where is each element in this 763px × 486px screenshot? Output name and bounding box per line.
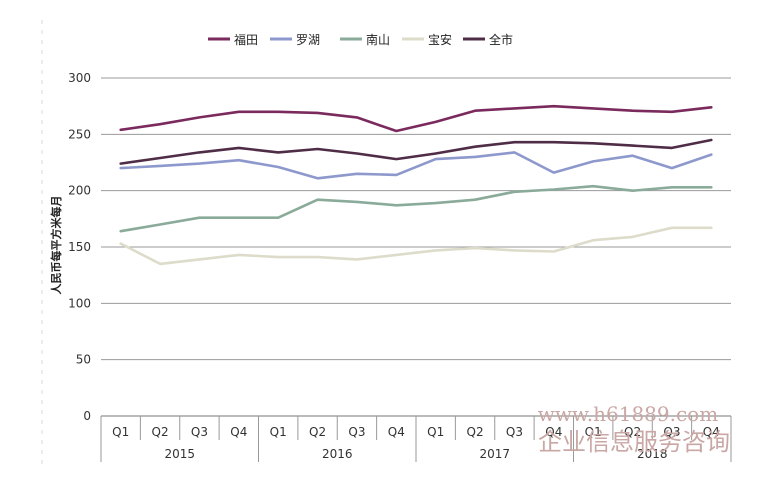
y-tick-label: 50 — [76, 353, 91, 367]
y-tick-label: 250 — [68, 127, 91, 141]
x-tick-label: Q2 — [467, 425, 484, 439]
series-line-全市 — [119, 138, 713, 165]
x-tick-label: Q1 — [585, 425, 602, 439]
x-tick-label: Q2 — [152, 425, 169, 439]
series-line-福田 — [119, 104, 713, 133]
x-tick-label: Q1 — [270, 425, 287, 439]
legend-label: 宝安 — [428, 32, 452, 47]
y-tick-label: 200 — [68, 184, 91, 198]
x-year-label: 2016 — [322, 447, 353, 461]
x-tick-label: Q4 — [703, 425, 720, 439]
x-tick-label: Q3 — [348, 425, 365, 439]
y-tick-label: 150 — [68, 240, 91, 254]
legend-label: 福田 — [234, 32, 258, 47]
y-axis-label: 人民币每平方米每月 — [49, 196, 63, 295]
series-line-南山 — [119, 184, 713, 233]
y-axis-ticks: 0 50 100 150 200 250 300 — [68, 71, 91, 423]
x-axis: Q1 Q2 Q3 Q4 Q1 Q2 Q3 Q4 Q1 Q2 Q3 Q4 Q1 Q2 Q3 Q4 2015 2016… — [100, 415, 732, 462]
y-tick-label: 300 — [68, 71, 91, 85]
x-tick-label: Q1 — [427, 425, 444, 439]
series-lines — [119, 104, 713, 266]
y-tick-label: 0 — [83, 409, 91, 423]
series-line-罗湖 — [119, 151, 713, 180]
legend-label: 全市 — [489, 32, 513, 47]
x-tick-label: Q3 — [191, 425, 208, 439]
x-year-label: 2017 — [479, 447, 510, 461]
legend-label: 南山 — [366, 32, 390, 47]
x-year-label: 2015 — [164, 447, 195, 461]
legend-label: 罗湖 — [296, 32, 320, 47]
x-tick-label: Q2 — [624, 425, 641, 439]
series-line-宝安 — [119, 226, 713, 266]
y-tick-label: 100 — [68, 296, 91, 310]
x-tick-label: Q2 — [309, 425, 326, 439]
x-tick-label: Q3 — [663, 425, 680, 439]
x-tick-label: Q4 — [545, 425, 562, 439]
x-tick-label: Q3 — [506, 425, 523, 439]
x-tick-label: Q4 — [388, 425, 405, 439]
x-tick-label: Q4 — [230, 425, 247, 439]
watermark: www.h61889.com 企业信息服务咨询 — [538, 402, 730, 456]
watermark-text: 企业信息服务咨询 — [538, 428, 730, 456]
legend: 福田 罗湖 南山 宝安 全市 — [208, 32, 513, 47]
x-year-label: 2018 — [637, 447, 668, 461]
x-tick-label: Q1 — [112, 425, 129, 439]
watermark-url: www.h61889.com — [538, 402, 718, 426]
